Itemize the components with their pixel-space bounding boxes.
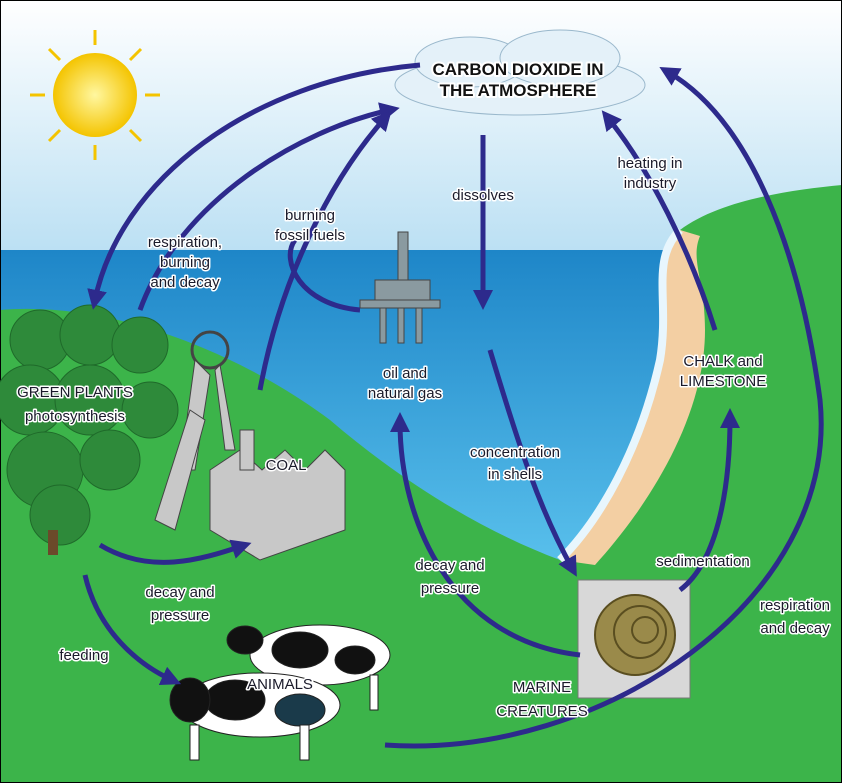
label-line: ANIMALS bbox=[247, 676, 313, 693]
label-line: burning bbox=[160, 254, 210, 271]
label-line: COAL bbox=[266, 457, 307, 474]
title-line: CARBON DIOXIDE IN bbox=[433, 60, 604, 79]
label-line: LIMESTONE bbox=[680, 373, 766, 390]
title-line: THE ATMOSPHERE bbox=[440, 81, 597, 100]
label-line: MARINE bbox=[513, 679, 571, 696]
label-line: and decay bbox=[150, 274, 220, 291]
label-line: in shells bbox=[488, 466, 542, 483]
label-line: natural gas bbox=[368, 385, 442, 402]
carbon-cycle-diagram: CARBON DIOXIDE IN THE ATMOSPHERE heating… bbox=[0, 0, 842, 783]
label-line: sedimentation bbox=[656, 553, 749, 570]
label-line: industry bbox=[624, 175, 677, 192]
label-line: CHALK and bbox=[683, 353, 762, 370]
label-line: pressure bbox=[151, 607, 209, 624]
label-line: GREEN PLANTS bbox=[17, 384, 133, 401]
label-line: heating in bbox=[617, 155, 682, 172]
label-line: dissolves bbox=[452, 187, 514, 204]
label-line: respiration bbox=[760, 597, 830, 614]
label-line: pressure bbox=[421, 580, 479, 597]
label-line: fossil fuels bbox=[275, 227, 345, 244]
label-line: decay and bbox=[415, 557, 484, 574]
label-line: photosynthesis bbox=[25, 408, 125, 425]
label-line: CREATURES bbox=[496, 703, 587, 720]
ammonite-fossil bbox=[578, 580, 690, 698]
label-line: feeding bbox=[59, 647, 108, 664]
label-line: concentration bbox=[470, 444, 560, 461]
label-line: oil and bbox=[383, 365, 427, 382]
label-line: respiration, bbox=[148, 234, 222, 251]
label-line: decay and bbox=[145, 584, 214, 601]
label-line: and decay bbox=[760, 620, 830, 637]
label-line: burning bbox=[285, 207, 335, 224]
